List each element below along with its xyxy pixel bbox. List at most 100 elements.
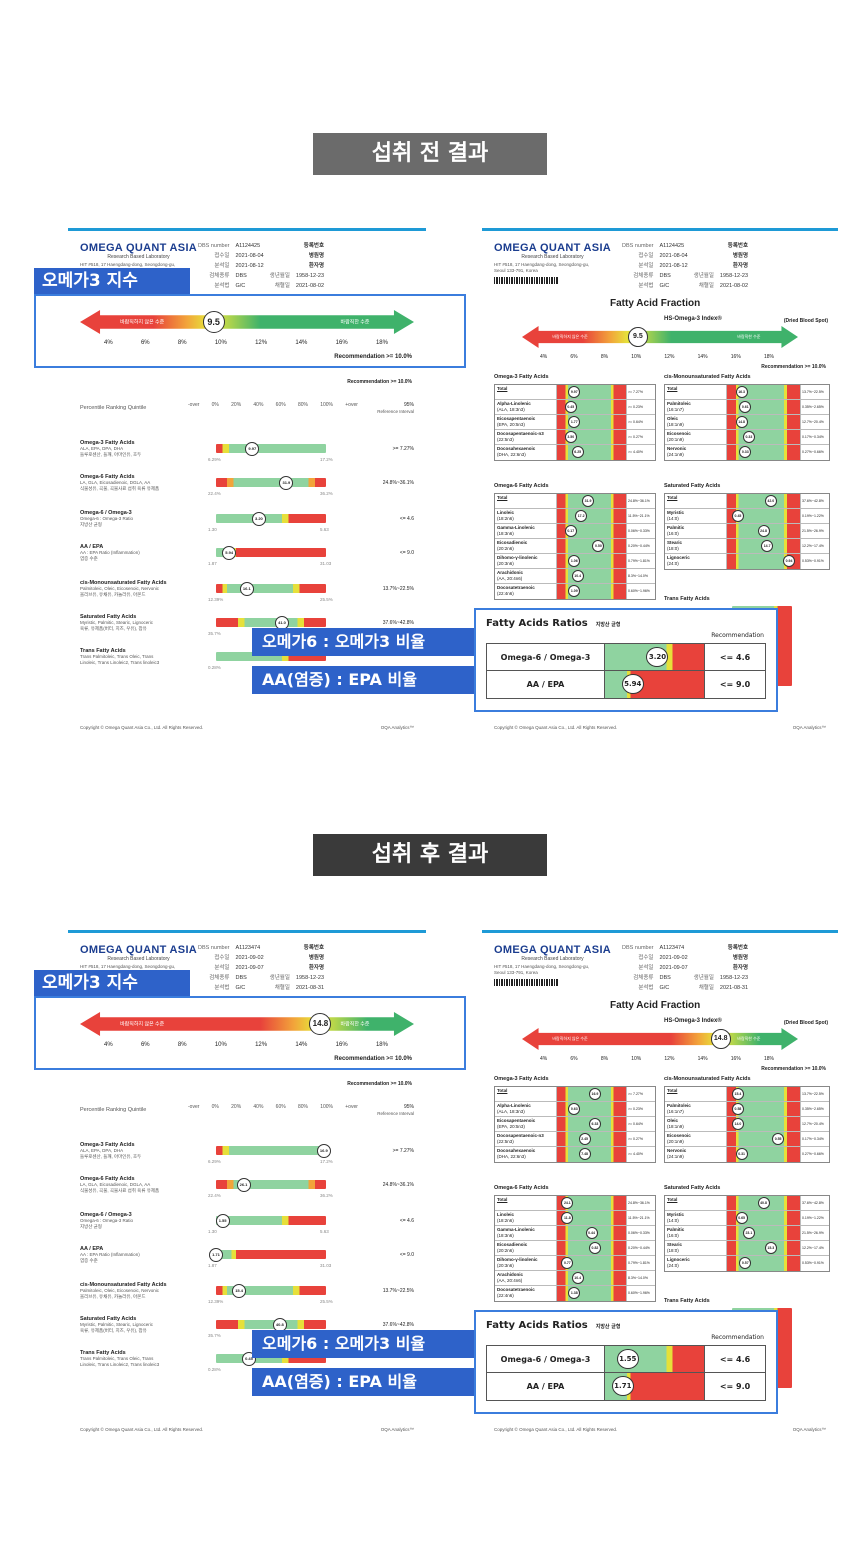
fatty-acid-value: 0.77 — [561, 1257, 574, 1269]
gauge-low-label: 바람직하지 않은 수준 — [552, 1036, 588, 1041]
report-top-line — [68, 228, 426, 231]
header-value: A1124425 — [235, 243, 261, 249]
gauge-tick: 12% — [664, 354, 675, 360]
fatty-acid-ref: 24.8%~36.1% — [628, 499, 650, 503]
fatty-acid-value: 0.94 — [783, 555, 796, 567]
fatty-acid-section-title: Omega-6 Fatty Acids — [494, 483, 549, 489]
quintile-title: Percentile Ranking Quintile — [80, 405, 147, 411]
fatty-acid-table: Total 24.1 24.8%~36.1% Linoleic (18:2n6) 11.8… — [494, 1195, 656, 1302]
fatty-acid-name: Dihomo-γ-linolenic (20:3n6) — [495, 554, 557, 568]
logo-text: OMEGA QUANT ASIA — [80, 242, 198, 254]
quintile-head: -over — [188, 402, 200, 408]
quintile-head: 20% — [231, 402, 242, 408]
header-key: 병원명 — [308, 253, 325, 259]
fa-sub: (18:3n6) — [497, 1233, 514, 1238]
fatty-acid-ref: 12.7%~20.4% — [802, 420, 824, 424]
fa-sub: (EPA, 20:5n3) — [497, 1124, 525, 1129]
fatty-acid-row: Eicosenoic (20:1n9) 0.55 0.17%~0.34% — [665, 1132, 829, 1147]
fatty-acid-ref: 0.79%~1.81% — [628, 1261, 650, 1265]
header-value: G/C — [659, 985, 670, 991]
omega3-index-value: 9.5 — [202, 311, 225, 333]
fatty-acid-table: Total 16.9 >= 7.27% Alpha-Linolenic (ALA, 18… — [494, 1086, 656, 1163]
fatty-acid-bar: 0.94 — [727, 554, 801, 569]
fatty-acid-name: Myristic (14:0) — [665, 1211, 727, 1225]
gauge-ticks: 4% 6% 8% 10% 12% 14% 16% 18% — [540, 1056, 774, 1062]
header-key: 채혈일 — [274, 283, 290, 289]
header-value: 2021-08-31 — [719, 985, 749, 991]
quintile-head: 100% — [320, 402, 333, 408]
fatty-acid-bar: 0.44 — [557, 1226, 627, 1240]
header-value: DBS — [659, 975, 671, 981]
fatty-acid-value: 0.57 — [739, 1257, 752, 1269]
fatty-acid-row: Palmitic (16:0) 23.1 21.5%~26.9% — [665, 1226, 829, 1241]
header-key: 분석법 — [214, 283, 230, 289]
header-value: 2021-09-02 — [659, 955, 688, 961]
logo-subtitle: Research Based Laboratory — [521, 956, 584, 962]
fatty-acid-ref: 8.3%~14.0% — [628, 1276, 648, 1280]
quintile-head: +over — [345, 402, 358, 408]
fatty-acid-bar: 0.58 — [727, 1102, 801, 1116]
fatty-acid-name: Lignoceric (24:0) — [665, 554, 727, 569]
fatty-acid-row: Nervonic (24:1n9) 0.31 0.27%~0.66% — [665, 1147, 829, 1162]
report-top-line — [68, 930, 426, 933]
fatty-acid-bar: 0.33 — [727, 430, 801, 444]
row-name: Omega-6 Fatty Acids — [80, 1176, 135, 1182]
ratio-recommendation: <= 4.6 — [719, 653, 751, 662]
fatty-acid-name: Gamma-Linolenic (18:3n6) — [495, 524, 557, 538]
row-sub: AA : EPA Ratio (Inflammation) — [80, 1252, 140, 1257]
logo-text: OMEGA QUANT ASIA — [80, 944, 198, 956]
ratio-name: Omega-6 / Omega-3 — [487, 644, 605, 670]
header-value: 2021-08-02 — [295, 283, 325, 289]
header-value: DBS — [235, 975, 247, 981]
ratios-title-text: Fatty Acids Ratios — [486, 1320, 588, 1331]
row-sub: ALA, EPA, DPA, DHA — [80, 446, 124, 451]
recommendation-text-2: Recommendation >= 10.0% — [347, 1081, 412, 1087]
fatty-acid-table: Total 31.9 24.8%~36.1% Linoleic (18:2n6) 17.2… — [494, 493, 656, 600]
fa-name: Total — [497, 1088, 508, 1093]
fatty-acid-table: Total 42.0 37.6%~42.8% Myristic (14:0) 0.45 0.… — [664, 493, 830, 570]
row-sub: Omega-6 : Omega-3 Ratio — [80, 516, 134, 521]
fa-sub: (ALA, 18:3n3) — [497, 407, 525, 412]
fatty-acid-row: Eicosapentaenoic (EPA, 20:5n3) 6.33 >= 0.64… — [495, 1117, 655, 1132]
gauge-tick: 12% — [255, 340, 268, 346]
row-sub: ALA, EPA, DPA, DHA — [80, 1148, 124, 1153]
fatty-acid-row: Lignoceric (24:0) 0.57 0.53%~0.91% — [665, 1256, 829, 1271]
fatty-acid-name: Nervonic (24:1n9) — [665, 1147, 727, 1162]
fa-name: Total — [667, 495, 678, 500]
fatty-acid-row: Myristic (14:0) 0.65 0.19%~1.22% — [665, 1211, 829, 1226]
fa-sub: (20:2n6) — [497, 1248, 514, 1253]
row-name: Trans Fatty Acids — [80, 1350, 126, 1356]
fa-sub: (EPA, 20:5n3) — [497, 422, 525, 427]
ratio-recommendation: <= 9.0 — [719, 1382, 751, 1391]
header-key: 분석법 — [214, 985, 230, 991]
fatty-acid-bar: 0.65 — [727, 1211, 801, 1225]
fatty-acid-name: Stearic (18:0) — [665, 539, 727, 553]
fatty-acid-bar: 0.57 — [727, 1256, 801, 1271]
fa-sub: (16:1n7) — [667, 407, 684, 412]
gauge-tick: 18% — [375, 1042, 388, 1048]
header-key: 접수일 — [214, 253, 230, 259]
gauge-tick: 8% — [600, 1056, 609, 1062]
percentile-row: Omega-6 / Omega-3 Omega-6 : Omega-3 Ratio… — [80, 510, 190, 528]
percentile-value: 5.94 — [222, 546, 237, 560]
fatty-acid-ref: 37.6%~42.8% — [802, 1201, 824, 1205]
fa-sub: (20:1n9) — [667, 1139, 684, 1144]
omega3-index-gauge: 바람직하지 않은 수준 바람직한 수준 9.5 — [80, 310, 414, 334]
fatty-acid-row: Docosapentaenoic-n3 (22:5n3) 3.50 >= 0.27% — [495, 430, 655, 445]
fa-name: Alpha-Linolenic — [497, 401, 531, 406]
fatty-acid-name: Palmitoleic (16:1n7) — [665, 400, 727, 414]
fatty-acid-ref: 12.7%~20.4% — [802, 1122, 824, 1126]
fatty-acid-section-title: Omega-6 Fatty Acids — [494, 1185, 549, 1191]
fatty-acid-name: Linoleic (18:2n6) — [495, 509, 557, 523]
row-sub: 식물성유, 곡물, 곡물사료 섭취 육류 유제품 — [80, 1188, 160, 1193]
ratio-row: Omega-6 / Omega-3 3.20 <= 4.6 — [487, 644, 765, 671]
ratio-name: Omega-6 / Omega-3 — [487, 1346, 605, 1372]
hs-omega3-index-label: HS-Omega-3 Index® — [664, 316, 722, 322]
gauge-tick: 10% — [631, 1056, 642, 1062]
omega-quant-logo: OMEGA QUANT ASIA Research Based Laborator… — [80, 242, 197, 260]
fa-name: Eicosadienoic — [497, 540, 528, 545]
analytics-mark: OQA Analytics™ — [380, 725, 414, 730]
gauge-high-label: 바람직한 수준 — [737, 334, 761, 339]
header-value: 1958-12-23 — [719, 975, 749, 981]
trans-fatty-acids-title: Trans Fatty Acids — [664, 1298, 710, 1304]
